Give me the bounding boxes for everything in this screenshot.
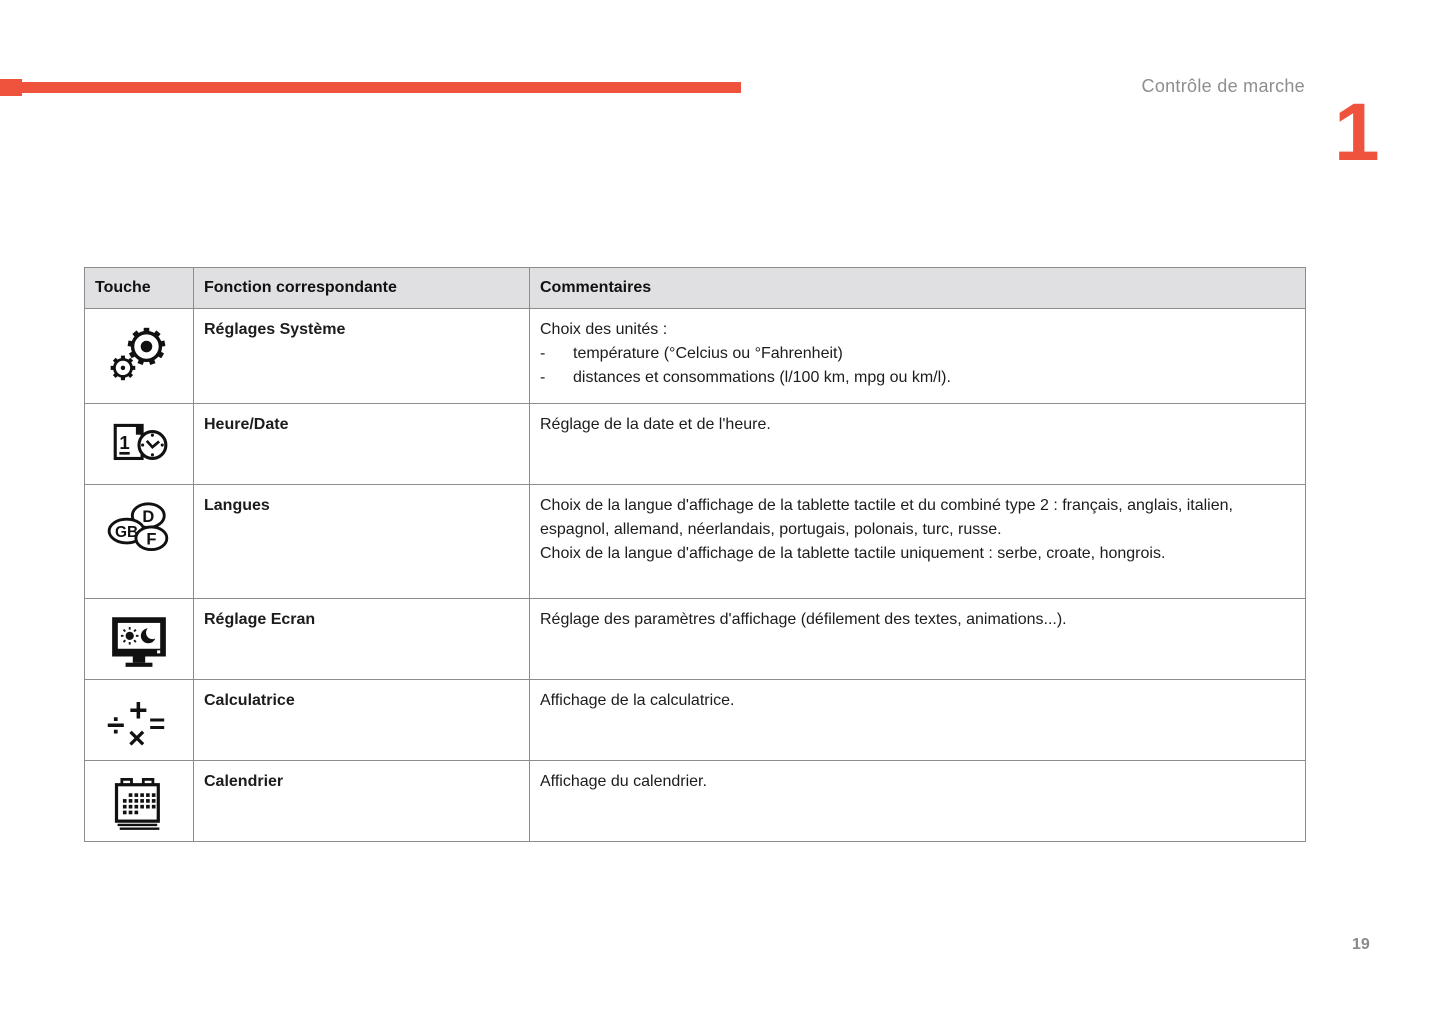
comment-text: Affichage de la calculatrice. [540, 692, 735, 709]
comment-text: Réglage de la date et de l'heure. [540, 416, 771, 433]
table-row: Réglage Ecran Réglage des paramètres d'a… [84, 598, 1306, 680]
accent-bar [0, 82, 741, 93]
comment-text: Choix de la langue d'affichage de la tab… [540, 497, 1233, 538]
comment-bullet: - température (°Celcius ou °Fahrenheit) [540, 342, 1295, 366]
divide-glyph: ÷ [107, 707, 125, 743]
function-label: Réglages Système [193, 308, 530, 404]
equals-glyph: = [149, 708, 166, 739]
table-row: Réglages Système Choix des unités : - te… [84, 308, 1306, 404]
plus-glyph: + [129, 692, 148, 728]
comment-text: Affichage du calendrier. [540, 773, 707, 790]
svg-text:F: F [146, 530, 156, 548]
bullet-dash: - [540, 345, 546, 362]
languages-icon: D GB F [86, 499, 192, 559]
multiply-glyph: × [128, 722, 146, 755]
function-label: Heure/Date [193, 403, 530, 485]
comment-text: Choix de la langue d'affichage de la tab… [540, 545, 1166, 562]
bullet-text: température (°Celcius ou °Fahrenheit) [573, 345, 843, 362]
functions-table: Touche Fonction correspondante Commentai… [84, 267, 1306, 842]
column-header-touche: Touche [84, 267, 194, 309]
function-label: Calendrier [193, 760, 530, 842]
column-header-fonction: Fonction correspondante [193, 267, 530, 309]
table-row: + ÷ = × Calculatrice Affichage de la cal… [84, 679, 1306, 761]
date-time-icon: 1 [86, 418, 192, 470]
function-label: Calculatrice [193, 679, 530, 761]
calendar-icon [86, 775, 192, 833]
table-header-row: Touche Fonction correspondante Commentai… [84, 267, 1306, 309]
table-row: D GB F Langues Choix de la langue d'affi… [84, 484, 1306, 599]
running-header: Contrôle de marche [1141, 76, 1305, 96]
svg-text:GB: GB [115, 524, 138, 541]
settings-gears-icon [86, 323, 192, 385]
page-number: 19 [1352, 936, 1370, 953]
bullet-dash: - [540, 369, 546, 386]
svg-text:1: 1 [119, 432, 129, 453]
svg-text:D: D [142, 508, 154, 526]
function-label: Langues [193, 484, 530, 599]
column-header-commentaires: Commentaires [529, 267, 1306, 309]
chapter-number: 1 [1334, 87, 1380, 178]
table-row: 1 Heure/Date Réglage de la date et de l'… [84, 403, 1306, 485]
function-label: Réglage Ecran [193, 598, 530, 680]
bullet-text: distances et consommations (l/100 km, mp… [573, 369, 951, 386]
comment-text: Réglage des paramètres d'affichage (défi… [540, 611, 1067, 628]
screen-settings-icon [86, 613, 192, 669]
accent-bar-cap [0, 79, 22, 96]
table-row: Calendrier Affichage du calendrier. [84, 760, 1306, 842]
comment-text: Choix des unités : [540, 321, 668, 338]
comment-bullet: - distances et consommations (l/100 km, … [540, 366, 1295, 390]
calculator-icon: + ÷ = × [107, 694, 171, 756]
